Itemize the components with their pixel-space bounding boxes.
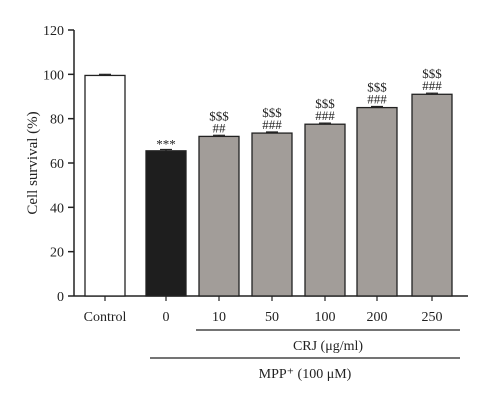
bar-250	[411, 93, 453, 297]
x-tick-label: Control	[84, 310, 127, 325]
y-tick-label: 60	[50, 157, 64, 172]
x-tick-label: 10	[212, 310, 226, 325]
bar-50	[251, 132, 293, 297]
bar-100	[304, 123, 346, 297]
significance-mark: $$$	[422, 66, 442, 81]
y-tick-label: 40	[50, 201, 64, 216]
y-axis-ticks: 0 20 40 60 80 100 120	[43, 24, 74, 305]
bars	[84, 73, 453, 297]
x-tick-label: 250	[422, 310, 443, 325]
y-tick-label: 20	[50, 246, 64, 261]
significance-mark: $$$	[315, 96, 335, 111]
bar-0	[145, 150, 187, 297]
bar-200	[356, 106, 398, 297]
significance-mark: $$$	[209, 108, 229, 123]
significance-mark: ###	[422, 78, 442, 93]
y-tick-label: 120	[43, 24, 64, 39]
significance-mark: ###	[367, 91, 387, 106]
x-tick-label: 50	[265, 310, 279, 325]
significance-mark: ###	[262, 117, 282, 132]
significance-mark: ***	[156, 136, 176, 151]
significance-mark: $$$	[367, 79, 387, 94]
y-axis-title: Cell survival (%)	[25, 111, 41, 214]
y-tick-label: 100	[43, 68, 64, 83]
x-tick-label: 0	[163, 310, 170, 325]
bar-10	[198, 135, 240, 297]
significance-mark: ###	[315, 108, 335, 123]
x-tick-label: 100	[315, 310, 336, 325]
x-tick-label: 200	[367, 310, 388, 325]
bar-Control	[84, 74, 126, 297]
significance-mark: ##	[213, 120, 227, 135]
y-tick-label: 0	[57, 290, 64, 305]
significance-marks: ***##$$$###$$$ ###$$$ ###$$$ ###$$$	[156, 66, 442, 151]
y-tick-label: 80	[50, 113, 64, 128]
crj-group-label: CRJ (μg/ml)	[293, 339, 363, 354]
significance-mark: $$$	[262, 105, 282, 120]
mpp-group-label: MPP⁺ (100 μM)	[259, 367, 352, 382]
x-axis-tick-labels: Control 0 10 50 100 200 250	[84, 296, 443, 325]
